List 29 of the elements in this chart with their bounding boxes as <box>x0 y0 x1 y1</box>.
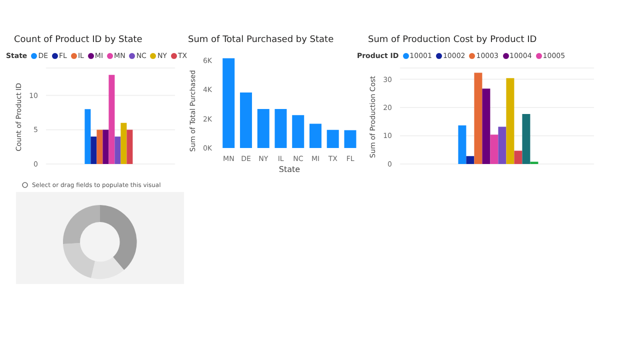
bar <box>257 109 270 148</box>
bar <box>114 136 121 164</box>
bar <box>222 58 235 148</box>
bar <box>126 130 133 164</box>
chart-title: Count of Product ID by State <box>14 34 144 47</box>
bar <box>344 130 356 148</box>
x-axis-title: State <box>278 165 300 174</box>
bar <box>522 114 530 164</box>
bar <box>506 78 514 164</box>
bar <box>292 115 304 148</box>
bar <box>474 72 482 164</box>
bar <box>84 109 91 164</box>
bar <box>240 92 252 148</box>
bar <box>326 130 339 148</box>
bar <box>102 130 109 164</box>
bar <box>90 136 97 164</box>
bar <box>274 109 287 148</box>
bar <box>309 124 322 148</box>
bar <box>498 126 506 164</box>
bar <box>490 134 498 164</box>
bar <box>108 74 115 164</box>
bar <box>120 122 127 164</box>
bar <box>514 150 522 164</box>
bar <box>458 125 466 164</box>
bar <box>482 88 490 164</box>
bar <box>466 156 474 164</box>
bar <box>96 130 103 164</box>
chart-title: Sum of Total Purchased by State <box>188 34 335 47</box>
chart-title: Sum of Production Cost by Product ID <box>368 34 538 47</box>
